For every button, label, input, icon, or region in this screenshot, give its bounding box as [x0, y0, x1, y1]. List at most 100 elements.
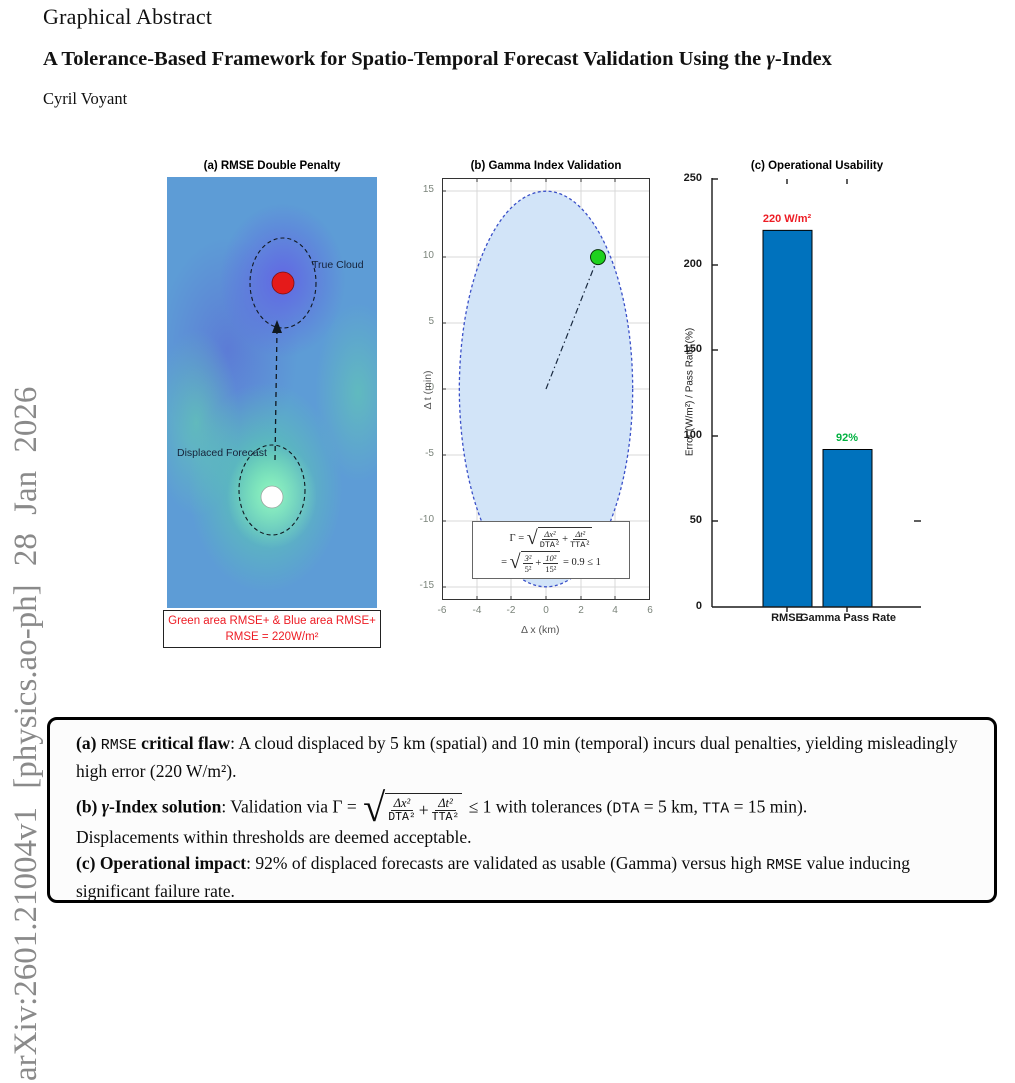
- b-ytick-m15: -15: [419, 580, 434, 591]
- displaced-forecast-ellipse: [238, 444, 306, 536]
- panel-c-title: (c) Operational Usability: [750, 160, 884, 172]
- plus-sign: +: [562, 534, 569, 545]
- frac-dt-den: TTA²: [570, 540, 591, 550]
- frac-dt-num: Δt²: [573, 528, 588, 540]
- b-ytick-15: 15: [422, 184, 434, 195]
- gamma-symbol: γ: [766, 48, 775, 70]
- panel-c-chart: [711, 178, 921, 612]
- paper-title-text: A Tolerance-Based Framework for Spatio-T…: [43, 48, 767, 70]
- bar-value-rmse: 220 W/m²: [762, 213, 812, 226]
- summary-box: (a) RMSE critical flaw: A cloud displace…: [47, 717, 997, 903]
- displacement-arrow-head: [272, 320, 282, 333]
- summary-b-text1: : Validation via Γ =: [221, 796, 357, 817]
- summary-c-label: (c): [76, 853, 100, 873]
- frac-dx-num: Δx²: [542, 528, 558, 540]
- plus-sign-2: +: [535, 558, 542, 569]
- b-xtick-2: 2: [578, 605, 584, 616]
- b-xtick-m2: -2: [506, 605, 516, 616]
- summary-c-rmse-code: RMSE: [766, 857, 803, 874]
- c-category-gamma: Gamma Pass Rate: [800, 612, 896, 624]
- author-name: Cyril Voyant: [43, 89, 128, 108]
- displacement-arrow-line: [274, 328, 278, 461]
- b-ylabel: Δ t (min): [422, 370, 434, 410]
- summary-a-rmse-code: RMSE: [100, 737, 137, 754]
- summary-c-bold: Operational impact: [99, 853, 247, 873]
- panel-a-caption-box: Green area RMSE+ & Blue area RMSE+ RMSE …: [163, 610, 381, 648]
- b-xtick-6: 6: [647, 605, 653, 616]
- true-cloud-ellipse: [249, 237, 317, 329]
- summary-b-text4: = 15 min).: [729, 796, 808, 817]
- frac-dx-den: DTA²: [539, 540, 561, 550]
- panel-c-plot: [710, 178, 924, 612]
- validated-point: [590, 249, 606, 266]
- c-ytick-50: 50: [689, 514, 702, 526]
- summary-c-text1: : 92% of displaced forecasts are validat…: [246, 853, 767, 873]
- paper-title-suffix: -Index: [774, 48, 832, 70]
- formula-lhs: Γ =: [509, 532, 525, 544]
- bar-value-gamma: 92%: [835, 432, 859, 445]
- b-ytick-10: 10: [422, 250, 434, 261]
- panel-a-heatmap: True Cloud Displaced Forecast: [167, 177, 377, 608]
- arxiv-watermark: arXiv:2601.21004v1 [physics.ao-ph] 28 Ja…: [8, 386, 44, 1081]
- section-heading: Graphical Abstract: [43, 4, 213, 29]
- frac-3-num: 3²: [522, 552, 534, 564]
- panel-a-title: (a) RMSE Double Penalty: [203, 160, 341, 172]
- b-ytick-5: 5: [428, 316, 434, 327]
- c-ytick-250: 250: [683, 172, 702, 184]
- frac-10-num: 10²: [543, 552, 559, 564]
- b-xlabel: Δ x (km): [521, 624, 560, 636]
- summary-frac-dt-den: TTA²: [431, 811, 460, 825]
- formula-result: = 0.9 ≤ 1: [562, 556, 601, 568]
- summary-a-bold: critical flaw: [136, 733, 231, 753]
- panel-a-overlay: [238, 237, 317, 536]
- displaced-forecast-label: Displaced Forecast: [177, 447, 267, 459]
- summary-frac-dx-num: Δx²: [390, 797, 414, 812]
- summary-b-tta-code: TTA: [702, 800, 730, 818]
- summary-radical: √ Δx² DTA² + Δt² TTA²: [363, 784, 463, 830]
- summary-b-dta-code: DTA: [612, 800, 640, 818]
- panel-a-caption-line1: Green area RMSE+ & Blue area RMSE+: [168, 615, 376, 627]
- summary-a-label: (a): [76, 733, 101, 753]
- summary-c-text2: value inducing significant failure rate.: [76, 853, 910, 901]
- paper-title: A Tolerance-Based Framework for Spatio-T…: [43, 48, 832, 71]
- displacement-vector-line: [545, 256, 599, 390]
- gamma-formula-line2: = √ 3² 5² +10² 15² = 0.9 ≤ 1: [473, 550, 629, 574]
- summary-frac-dx-den: DTA²: [388, 811, 416, 825]
- c-ylabel: Error (W/m²) / Pass Rate (%): [684, 327, 696, 457]
- displaced-forecast-dot: [260, 485, 284, 509]
- b-ytick-m10: -10: [419, 514, 434, 525]
- gamma-formula-line1: Γ = √ Δx² DTA² + Δt² TTA²: [473, 526, 629, 550]
- formula-eq: =: [501, 556, 507, 568]
- radical-sign-2: √: [509, 550, 521, 573]
- c-ytick-150: 150: [683, 343, 702, 355]
- c-ytick-0: 0: [695, 600, 702, 612]
- summary-b-text2: ≤ 1 with tolerances (: [468, 796, 613, 817]
- c-category-rmse: RMSE: [771, 612, 803, 624]
- c-ytick-100: 100: [683, 429, 702, 441]
- summary-b-bold: -Index solution: [109, 796, 222, 817]
- summary-radical-sign: √: [363, 784, 386, 830]
- summary-item-b: (b) γ-Index solution: Validation via Γ =…: [76, 784, 968, 850]
- gamma-formula-box: Γ = √ Δx² DTA² + Δt² TTA² = √ 3² 5² +10² 15² = 0.…: [472, 521, 630, 579]
- b-ytick-m5: -5: [425, 448, 434, 459]
- summary-item-c: (c) Operational impact: 92% of displaced…: [76, 850, 968, 904]
- summary-b-text3: = 5 km,: [639, 796, 703, 817]
- summary-b-label: (b): [76, 796, 102, 817]
- summary-plus: +: [418, 800, 429, 821]
- b-ytick-0: 0: [428, 382, 434, 393]
- bar-gamma-pass-rate: [822, 448, 873, 608]
- frac-3-den: 5²: [524, 564, 532, 574]
- summary-item-a: (a) RMSE critical flaw: A cloud displace…: [76, 730, 968, 784]
- summary-frac-dt-num: Δt²: [435, 797, 456, 812]
- b-xtick-4: 4: [612, 605, 618, 616]
- frac-10-den: 15²: [545, 564, 557, 574]
- panel-b-title: (b) Gamma Index Validation: [470, 160, 622, 172]
- panel-a-caption-line2: RMSE = 220W/m²: [225, 631, 319, 643]
- c-ytick-200: 200: [683, 258, 702, 270]
- summary-b-gamma: γ: [101, 796, 110, 817]
- true-cloud-dot: [271, 271, 295, 295]
- summary-a-text: : A cloud displaced by 5 km (spatial) an…: [76, 733, 958, 781]
- bar-rmse: [762, 229, 813, 608]
- radical-sign: √: [526, 526, 538, 549]
